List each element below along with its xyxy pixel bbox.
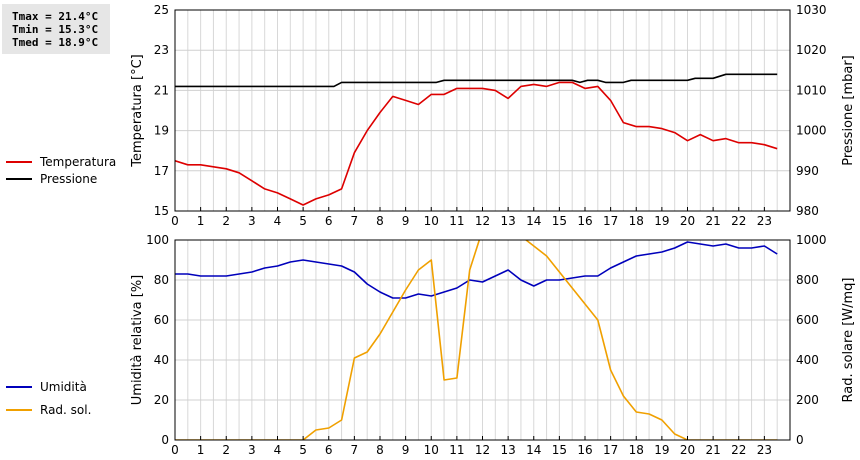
x-tick-label: 12 bbox=[475, 443, 490, 457]
legend-item-radsol: Rad. sol. bbox=[4, 402, 144, 418]
x-tick-label: 3 bbox=[248, 443, 256, 457]
y-tick-label: 25 bbox=[154, 3, 169, 17]
x-tick-label: 5 bbox=[299, 443, 307, 457]
x-tick-label: 11 bbox=[449, 214, 464, 228]
legend-item-umidita: Umidità bbox=[4, 379, 144, 395]
chart-panel-2 bbox=[174, 239, 791, 441]
series-line-umidit- bbox=[175, 241, 778, 299]
legend-label-temperatura: Temperatura bbox=[40, 155, 117, 169]
legend-swatch-pressione bbox=[6, 178, 32, 180]
series-line-pressione bbox=[175, 73, 778, 88]
chart-panel-1 bbox=[174, 9, 791, 212]
series-line-temperatura bbox=[175, 81, 778, 206]
x-tick-label: 10 bbox=[424, 214, 439, 228]
x-tick-label: 18 bbox=[629, 443, 644, 457]
x-tick-label: 7 bbox=[351, 214, 359, 228]
y-tick-label: 19 bbox=[154, 124, 169, 138]
y-tick-label: 17 bbox=[154, 164, 169, 178]
x-tick-label: 0 bbox=[171, 214, 179, 228]
x-tick-label: 9 bbox=[402, 214, 410, 228]
legend-swatch-radsol bbox=[6, 409, 32, 411]
series-line-rad-sol- bbox=[175, 240, 778, 440]
x-tick-label: 16 bbox=[577, 443, 592, 457]
x-tick-label: 4 bbox=[274, 214, 282, 228]
x-tick-label: 2 bbox=[222, 443, 230, 457]
x-tick-label: 11 bbox=[449, 443, 464, 457]
legend-label-pressione: Pressione bbox=[40, 172, 98, 186]
y2-tick-label: 200 bbox=[796, 393, 819, 407]
x-tick-label: 15 bbox=[552, 443, 567, 457]
x-tick-label: 3 bbox=[248, 214, 256, 228]
y2-axis-title: Pressione [mbar] bbox=[841, 55, 856, 166]
x-tick-label: 9 bbox=[402, 443, 410, 457]
x-tick-label: 8 bbox=[376, 443, 384, 457]
y-tick-label: 23 bbox=[154, 43, 169, 57]
y-axis-title: Temperatura [°C] bbox=[130, 54, 145, 167]
x-tick-label: 13 bbox=[500, 214, 515, 228]
y2-tick-label: 1030 bbox=[796, 3, 827, 17]
x-tick-label: 8 bbox=[376, 214, 384, 228]
x-tick-label: 1 bbox=[197, 214, 205, 228]
y-tick-label: 20 bbox=[154, 393, 169, 407]
y2-tick-label: 0 bbox=[796, 433, 804, 447]
legend-item-pressione: Pressione bbox=[4, 171, 144, 187]
x-tick-label: 14 bbox=[526, 443, 541, 457]
y-tick-label: 15 bbox=[154, 204, 169, 218]
y-tick-label: 100 bbox=[146, 233, 169, 247]
x-tick-label: 17 bbox=[603, 443, 618, 457]
x-tick-label: 14 bbox=[526, 214, 541, 228]
x-tick-label: 22 bbox=[731, 214, 746, 228]
legend-swatch-umidita bbox=[6, 386, 32, 388]
y2-tick-label: 800 bbox=[796, 273, 819, 287]
x-tick-label: 19 bbox=[654, 443, 669, 457]
y-tick-label: 21 bbox=[154, 83, 169, 97]
x-tick-label: 23 bbox=[757, 214, 772, 228]
x-tick-label: 2 bbox=[222, 214, 230, 228]
legend-swatch-temperatura bbox=[6, 161, 32, 163]
y-tick-label: 0 bbox=[161, 433, 169, 447]
y2-tick-label: 990 bbox=[796, 164, 819, 178]
x-tick-label: 6 bbox=[325, 214, 333, 228]
y-tick-label: 60 bbox=[154, 313, 169, 327]
x-tick-label: 15 bbox=[552, 214, 567, 228]
x-tick-label: 4 bbox=[274, 443, 282, 457]
legend-item-temperatura: Temperatura bbox=[4, 154, 144, 170]
y2-tick-label: 1000 bbox=[796, 233, 827, 247]
x-tick-label: 19 bbox=[654, 214, 669, 228]
y2-tick-label: 600 bbox=[796, 313, 819, 327]
y2-tick-label: 1000 bbox=[796, 124, 827, 138]
stat-tmed: Tmed = 18.9°C bbox=[12, 36, 99, 49]
x-tick-label: 20 bbox=[680, 443, 695, 457]
x-tick-label: 7 bbox=[351, 443, 359, 457]
x-tick-label: 21 bbox=[705, 214, 720, 228]
x-tick-label: 23 bbox=[757, 443, 772, 457]
y-axis-title: Umidità relativa [%] bbox=[130, 275, 145, 405]
y2-tick-label: 1010 bbox=[796, 83, 827, 97]
x-tick-label: 20 bbox=[680, 214, 695, 228]
y-tick-label: 80 bbox=[154, 273, 169, 287]
y2-tick-label: 1020 bbox=[796, 43, 827, 57]
y2-axis-title: Rad. solare [W/mq] bbox=[841, 277, 856, 402]
x-tick-label: 10 bbox=[424, 443, 439, 457]
x-tick-label: 16 bbox=[577, 214, 592, 228]
x-tick-label: 6 bbox=[325, 443, 333, 457]
legend-label-umidita: Umidità bbox=[40, 380, 87, 394]
x-tick-label: 5 bbox=[299, 214, 307, 228]
x-tick-label: 17 bbox=[603, 214, 618, 228]
legend-label-radsol: Rad. sol. bbox=[40, 403, 92, 417]
stats-box: Tmax = 21.4°C Tmin = 15.3°C Tmed = 18.9°… bbox=[2, 4, 110, 54]
x-tick-label: 18 bbox=[629, 214, 644, 228]
x-tick-label: 22 bbox=[731, 443, 746, 457]
y-tick-label: 40 bbox=[154, 353, 169, 367]
x-tick-label: 12 bbox=[475, 214, 490, 228]
x-tick-label: 0 bbox=[171, 443, 179, 457]
stat-tmin: Tmin = 15.3°C bbox=[12, 23, 99, 36]
y2-tick-label: 980 bbox=[796, 204, 819, 218]
y2-tick-label: 400 bbox=[796, 353, 819, 367]
x-tick-label: 13 bbox=[500, 443, 515, 457]
stat-tmax: Tmax = 21.4°C bbox=[12, 10, 99, 23]
x-tick-label: 21 bbox=[705, 443, 720, 457]
x-tick-label: 1 bbox=[197, 443, 205, 457]
